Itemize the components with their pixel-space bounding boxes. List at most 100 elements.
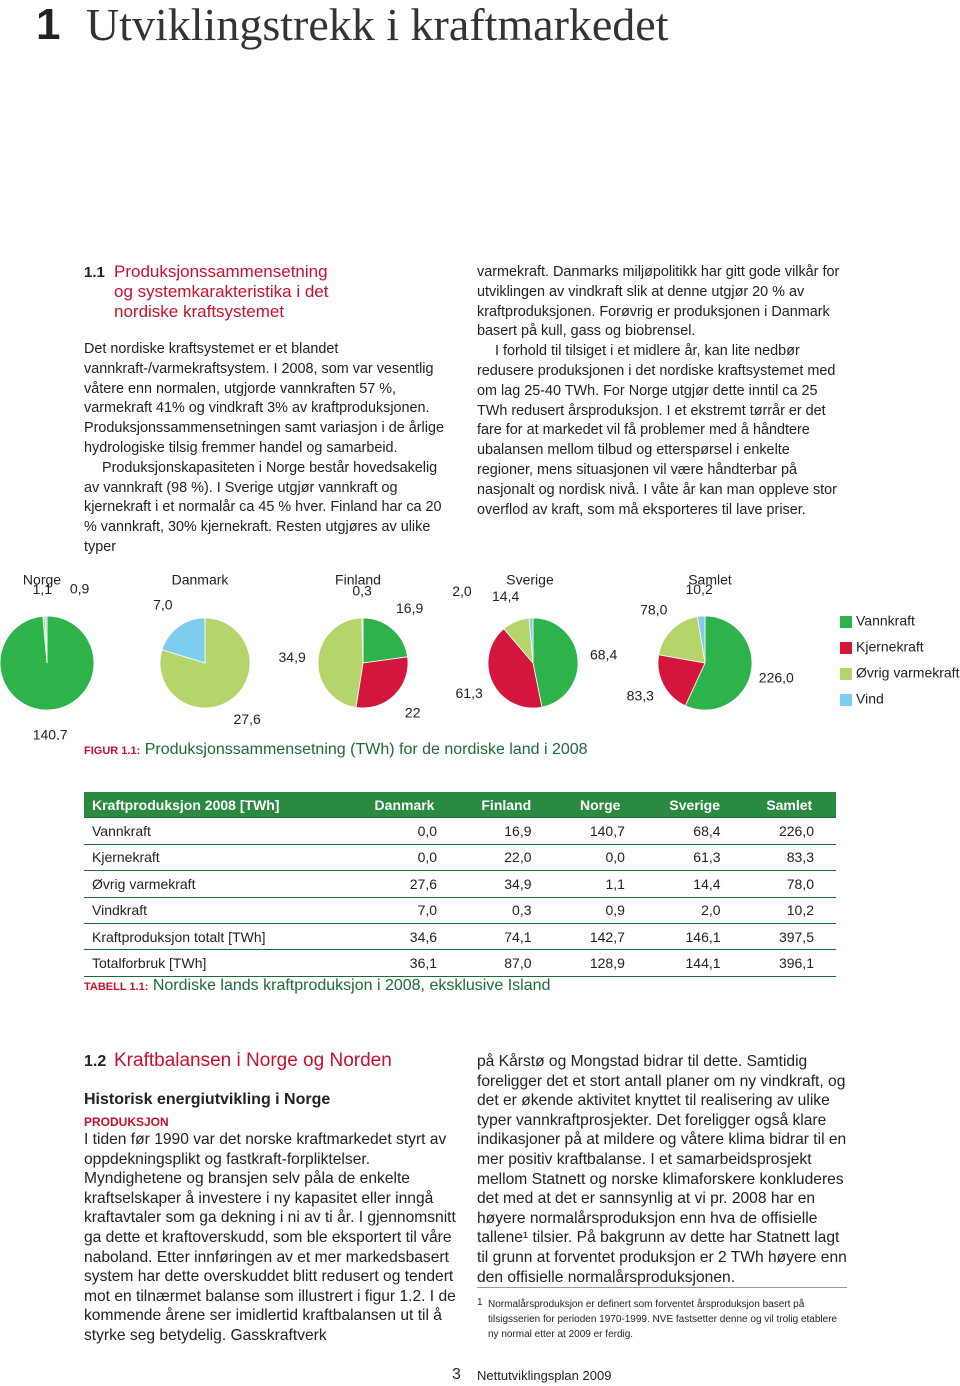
table-cell: 2,0 [646, 897, 743, 924]
table-cell: 34,6 [350, 923, 460, 951]
column-header: Danmark [350, 792, 460, 819]
table-cell: Vindkraft [84, 897, 350, 924]
pie-slice [317, 617, 364, 708]
table-cell: 0,3 [459, 897, 554, 924]
table-cell: 22,0 [459, 844, 554, 872]
paragraph: Produksjonskapasiteten i Norge består ho… [84, 459, 442, 555]
table-cell: 10,2 [742, 897, 836, 924]
value-label: 2,0 [452, 583, 472, 599]
publication: Nettutviklingsplan 2009 [477, 1368, 612, 1383]
header-row: Kraftproduksjon 2008 [TWh] Danmark Finland… [84, 792, 836, 819]
pie-title: Finland [335, 572, 381, 588]
legend-swatch [840, 616, 852, 628]
value-label: 27,6 [234, 711, 261, 727]
kicker: PRODUKSJON [84, 1115, 169, 1129]
pie-slice [532, 617, 579, 708]
table-cell: 74,1 [459, 923, 554, 951]
table-cell: 83,3 [742, 844, 836, 872]
table-cell: Kraftproduksjon totalt [TWh] [84, 923, 350, 951]
pie-slice [362, 617, 409, 664]
table-cell: 27,6 [350, 870, 460, 898]
value-label: 0,9 [70, 581, 90, 597]
table-cell: Vannkraft [84, 817, 350, 845]
table-cell: 1,1 [553, 870, 647, 898]
pie-slice [696, 615, 706, 664]
title-line: Produksjonssammensetning [114, 262, 328, 281]
pie-slice [44, 615, 48, 664]
table-cell: 396,1 [742, 949, 836, 977]
table-row: Vannkraft 0,0 16,9 140,7 68,4 226,0 [84, 817, 836, 845]
table-cell: 68,4 [646, 817, 743, 845]
pie-slice [161, 617, 206, 664]
table-cell: 397,5 [742, 923, 836, 951]
paragraph: Det nordiske kraftsystemet er et blandet… [84, 341, 444, 456]
data-table: Kraftproduksjon 2008 [TWh] Danmark Finland… [84, 792, 836, 977]
table-cell: 140,7 [553, 817, 647, 845]
legend-label: Vannkraft [856, 613, 915, 629]
footnote-rule [477, 1287, 847, 1288]
table-row: Kraftproduksjon totalt [TWh] 34,6 74,1 142,… [84, 923, 836, 951]
value-label: 0,3 [352, 583, 372, 599]
value-label: 78,0 [640, 602, 667, 618]
column-header: Sverige [646, 792, 743, 819]
pie-title: Sverige [506, 572, 554, 588]
table-cell: 0,0 [350, 844, 460, 872]
title-line: nordiske kraftsystemet [114, 302, 285, 321]
legend-label: Vind [856, 691, 884, 707]
column-header: Finland [459, 792, 554, 819]
text-column: Det nordiske kraftsystemet er et blandet… [84, 340, 456, 558]
table-cell: 226,0 [742, 817, 836, 845]
pie-title: Norge [23, 572, 61, 588]
table-row: Øvrig varmekraft 27,6 34,9 1,1 14,4 78,0 [84, 870, 836, 898]
legend-label: Øvrig varmekraft [856, 665, 960, 681]
figure: Norge 140,7 1,1 0,9 Danmark 27,6 7,0 Finland 16,… [0, 572, 960, 740]
pie-title: Samlet [688, 572, 732, 588]
section-number: 1.2 [84, 1053, 107, 1070]
pie-slice [657, 654, 706, 707]
table-cell: 142,7 [553, 923, 647, 951]
caption-label: TABELL 1.1: [84, 981, 149, 993]
caption-text: Produksjonssammensetning (TWh) for de no… [144, 741, 588, 758]
legend-label: Kjernekraft [856, 639, 924, 655]
pie-slice [658, 616, 706, 664]
table-row: Kjernekraft 0,0 22,0 0,0 61,3 83,3 [84, 844, 836, 872]
chapter-number: 1 [36, 0, 61, 49]
pie-slice [355, 656, 409, 709]
caption-label: FIGUR 1.1: [84, 745, 141, 757]
table-cell: 0,0 [350, 817, 460, 845]
table-cell: 34,9 [459, 870, 554, 898]
pie-slice [528, 617, 534, 664]
section-title: Kraftbalansen i Norge og Norden [114, 1050, 392, 1071]
figure-caption: FIGUR 1.1: Produksjonssammensetning (TWh… [84, 741, 588, 759]
page-number: 3 [452, 1366, 461, 1383]
table-cell: 144,1 [646, 949, 743, 977]
table-cell: 36,1 [350, 949, 460, 977]
footnote-text: Normalårsproduksjon er definert som forv… [488, 1299, 838, 1340]
table-cell: 78,0 [742, 870, 836, 898]
table-cell: Øvrig varmekraft [84, 870, 350, 898]
table-cell: 16,9 [459, 817, 554, 845]
footnote-number: 1 [477, 1297, 483, 1308]
column-header: Samlet [742, 792, 836, 819]
legend-swatch [840, 642, 852, 654]
table-cell: Totalforbruk [TWh] [84, 949, 350, 977]
value-label: 10,2 [685, 581, 712, 597]
section-number: 1.1 [84, 264, 105, 281]
text-column: varmekraft. Danmarks miljøpolitikk har g… [477, 263, 849, 520]
section-title: Produksjonssammensetning og systemkarakte… [114, 262, 328, 322]
title-line: og systemkarakteristika i det [114, 282, 329, 301]
pie-title: Danmark [172, 572, 230, 588]
value-label: 1,1 [33, 581, 53, 597]
paragraph: varmekraft. Danmarks miljøpolitikk har g… [477, 264, 840, 340]
value-label: 7,0 [153, 597, 173, 613]
value-label: 61,3 [456, 685, 483, 701]
table-cell: 61,3 [646, 844, 743, 872]
table-caption: TABELL 1.1: Nordiske lands kraftproduksj… [84, 977, 550, 995]
value-label: 226,0 [759, 669, 794, 685]
column-header: Norge [553, 792, 647, 819]
paragraph: I tiden før 1990 var det norske kraftmar… [84, 1131, 456, 1344]
table-cell: 146,1 [646, 923, 743, 951]
paragraph: på Kårstø og Mongstad bidrar til dette. … [477, 1053, 847, 1286]
table-cell: 128,9 [553, 949, 647, 977]
